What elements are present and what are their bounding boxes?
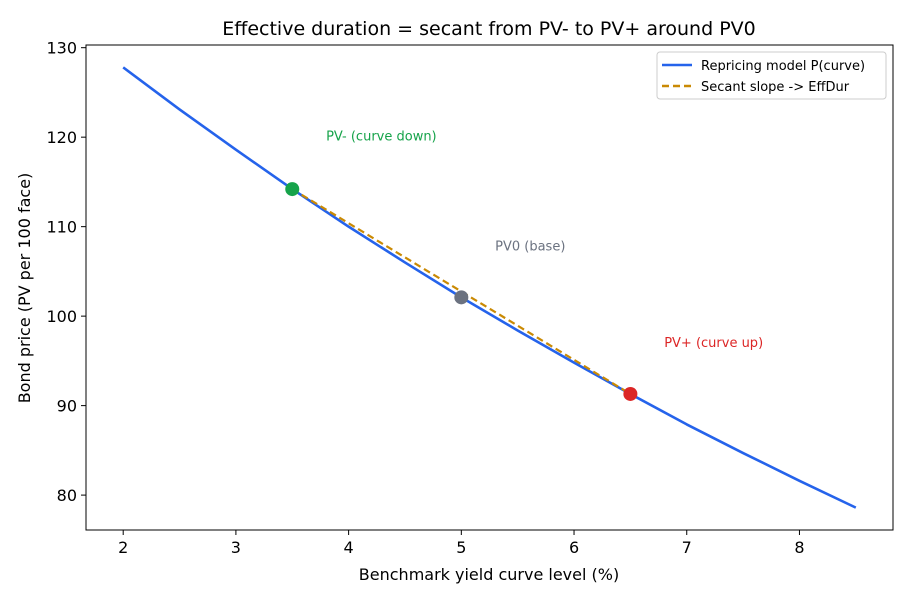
y-tick-label: 120: [46, 128, 77, 147]
y-tick-label: 130: [46, 39, 77, 58]
x-tick-label: 5: [456, 538, 466, 557]
x-tick-label: 2: [118, 538, 128, 557]
annotation-3: PV+ (curve up): [664, 336, 763, 351]
legend-label-1: Repricing model P(curve): [701, 59, 865, 74]
legend-box: [656, 51, 887, 100]
y-axis-label: Bond price (PV per 100 face): [15, 173, 34, 404]
x-tick-label: 7: [682, 538, 692, 557]
x-axis-label: Benchmark yield curve level (%): [359, 565, 619, 584]
axes-frame: [85, 44, 894, 531]
marker-point-2: [454, 290, 469, 305]
y-tick-label: 100: [46, 307, 77, 326]
y-tick-label: 110: [46, 218, 77, 237]
plot-area: PV- (curve down) PV0 (base) PV+ (curve up): [122, 66, 857, 509]
x-tick-label: 3: [231, 538, 241, 557]
annotation-1: PV- (curve down): [326, 129, 437, 144]
legend-label-2: Secant slope -> EffDur: [701, 80, 850, 95]
series-line-1: [122, 66, 857, 509]
marker-point-1: [285, 182, 300, 197]
chart-title: Effective duration = secant from PV- to …: [222, 18, 756, 40]
axes: 2 3 4 5 6 7 8 80 90 100 110 120 130: [46, 39, 894, 557]
legend: Repricing model P(curve) Secant slope -> …: [656, 51, 887, 100]
x-tick-label: 4: [344, 538, 354, 557]
x-tick-label: 8: [794, 538, 804, 557]
marker-point-3: [623, 386, 638, 401]
x-tick-label: 6: [569, 538, 579, 557]
annotation-2: PV0 (base): [495, 239, 565, 254]
y-tick-label: 90: [57, 397, 77, 416]
y-tick-label: 80: [57, 486, 77, 505]
